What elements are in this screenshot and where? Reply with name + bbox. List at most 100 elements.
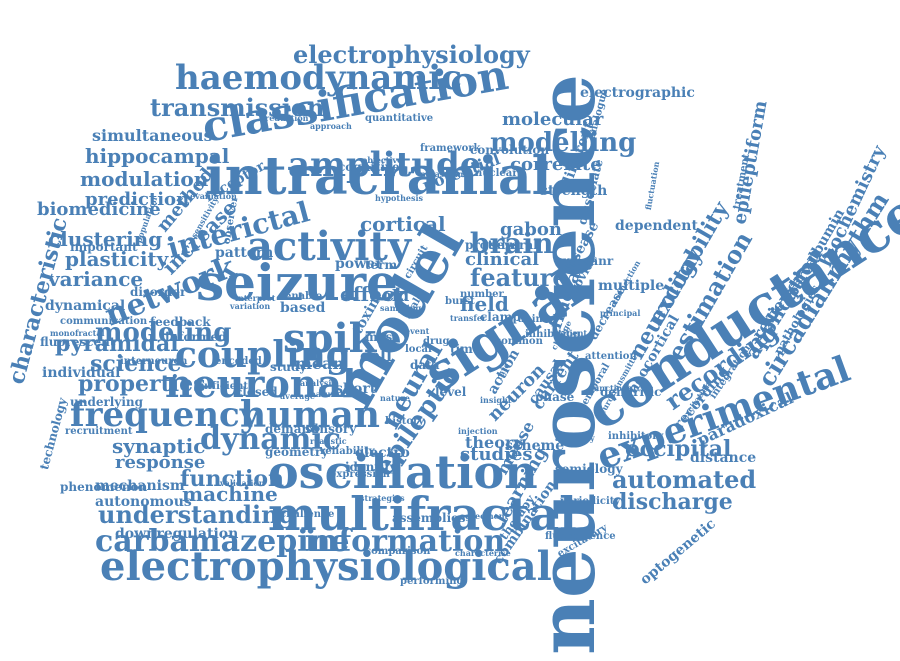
word-12: electrophysiological	[100, 542, 552, 590]
word-89: short	[335, 381, 377, 398]
word-109: cognitive	[338, 159, 400, 174]
word-58: brain	[470, 227, 554, 261]
word-167: nuclear	[475, 168, 518, 180]
word-21: information	[305, 523, 506, 559]
word-24: dynamic	[200, 421, 342, 457]
word-142: term	[365, 257, 398, 272]
word-132: underlying	[70, 394, 144, 409]
word-128: characterise	[455, 547, 511, 558]
word-25: automated	[612, 465, 757, 495]
word-202: fluctuation	[642, 160, 662, 211]
word-158: attention	[585, 351, 637, 363]
word-82: optogenetic	[637, 516, 719, 589]
word-15: frequency	[70, 395, 260, 436]
word-119: study	[270, 359, 307, 374]
word-120: closed	[235, 384, 278, 399]
word-42: machine	[182, 482, 278, 507]
word-170: number	[460, 289, 504, 301]
word-74: individual	[42, 365, 121, 382]
word-139: based	[280, 300, 326, 317]
word-151: gabaanr	[558, 253, 614, 268]
word-123: geometry	[265, 444, 329, 459]
word-52: hippocampal	[85, 144, 230, 169]
word-124: validation	[220, 477, 265, 488]
word-144: mas	[365, 329, 393, 344]
word-189: agreement	[460, 510, 509, 521]
word-149: protein	[465, 237, 515, 252]
word-131: recruitment	[65, 426, 133, 438]
word-93: dendritic	[600, 384, 662, 399]
word-1: seizure	[196, 253, 398, 312]
word-45: science	[90, 350, 182, 377]
word-56: molecular	[502, 108, 604, 130]
word-97: phase	[535, 389, 575, 404]
word-137: identify	[345, 459, 397, 474]
word-188: strategies	[360, 492, 405, 503]
word-174: common	[495, 336, 543, 348]
word-57: correlate	[510, 153, 602, 175]
word-51: modulation	[80, 167, 209, 192]
word-211: nature	[380, 392, 410, 403]
word-168: clamp	[480, 309, 521, 324]
word-199: analysis	[300, 377, 336, 388]
word-118: encoded	[215, 356, 262, 368]
word-207: sampling	[380, 302, 422, 313]
word-62: gabon	[500, 218, 562, 240]
word-11: multifractal	[268, 487, 577, 542]
word-165: quantitative	[365, 113, 434, 125]
word-180: reduction	[265, 112, 309, 123]
word-145: data	[410, 357, 440, 372]
word-73: dynamical	[45, 298, 126, 315]
word-181: approach	[310, 120, 352, 131]
word-92: multiple	[598, 278, 665, 295]
word-26: transmission	[150, 93, 325, 123]
word-148: local	[405, 344, 432, 356]
word-100: semiology	[555, 461, 623, 476]
word-133: communication	[60, 316, 148, 328]
word-191: drug	[423, 336, 450, 348]
word-16: human	[240, 393, 380, 436]
word-87: effect	[340, 282, 404, 307]
word-179: history	[385, 416, 425, 428]
word-34: feature	[470, 263, 568, 293]
word-186: hypothesis	[375, 192, 424, 203]
word-110: convolution	[470, 142, 550, 157]
word-59: clinical	[465, 248, 540, 270]
word-69: autonomous	[95, 494, 192, 511]
word-112: pattern	[215, 245, 274, 262]
word-134: monofractal	[50, 327, 105, 338]
word-130: phenomenon	[60, 479, 148, 494]
word-8: neuronal	[165, 361, 357, 407]
word-54: simultaneous	[92, 125, 213, 145]
word-36: function	[180, 465, 285, 492]
word-178: variation	[230, 300, 271, 311]
word-113: disorder	[130, 284, 187, 299]
word-163: functional	[590, 382, 637, 393]
word-86: important	[70, 239, 138, 254]
word-117: sufficient	[195, 381, 249, 393]
word-192: event	[405, 325, 430, 336]
word-136: electro	[355, 445, 410, 462]
word-10: oscillation	[268, 445, 538, 500]
word-7: activity	[247, 222, 412, 270]
word-61: field	[460, 292, 509, 317]
word-2: intracranial	[205, 146, 552, 208]
word-50: biomedicine	[37, 198, 161, 220]
word-153: dependent	[615, 218, 698, 235]
word-173: patient	[555, 327, 588, 338]
word-20: carbamazepine	[95, 523, 350, 559]
word-47: variance	[48, 267, 144, 292]
word-13: spike	[283, 314, 402, 362]
word-30: discharge	[612, 488, 733, 515]
word-196: accuracy	[555, 432, 595, 443]
word-48: clustering	[48, 227, 163, 252]
word-201: potassium	[420, 168, 467, 179]
word-159: inhibitory	[608, 431, 664, 443]
word-147: time	[450, 341, 481, 356]
word-67: response	[115, 451, 206, 473]
word-75: fluorescent	[40, 334, 116, 349]
word-197: interpret	[235, 292, 276, 303]
word-150: several	[490, 237, 538, 252]
word-169: burst	[445, 296, 475, 308]
word-129: performing	[400, 576, 464, 588]
